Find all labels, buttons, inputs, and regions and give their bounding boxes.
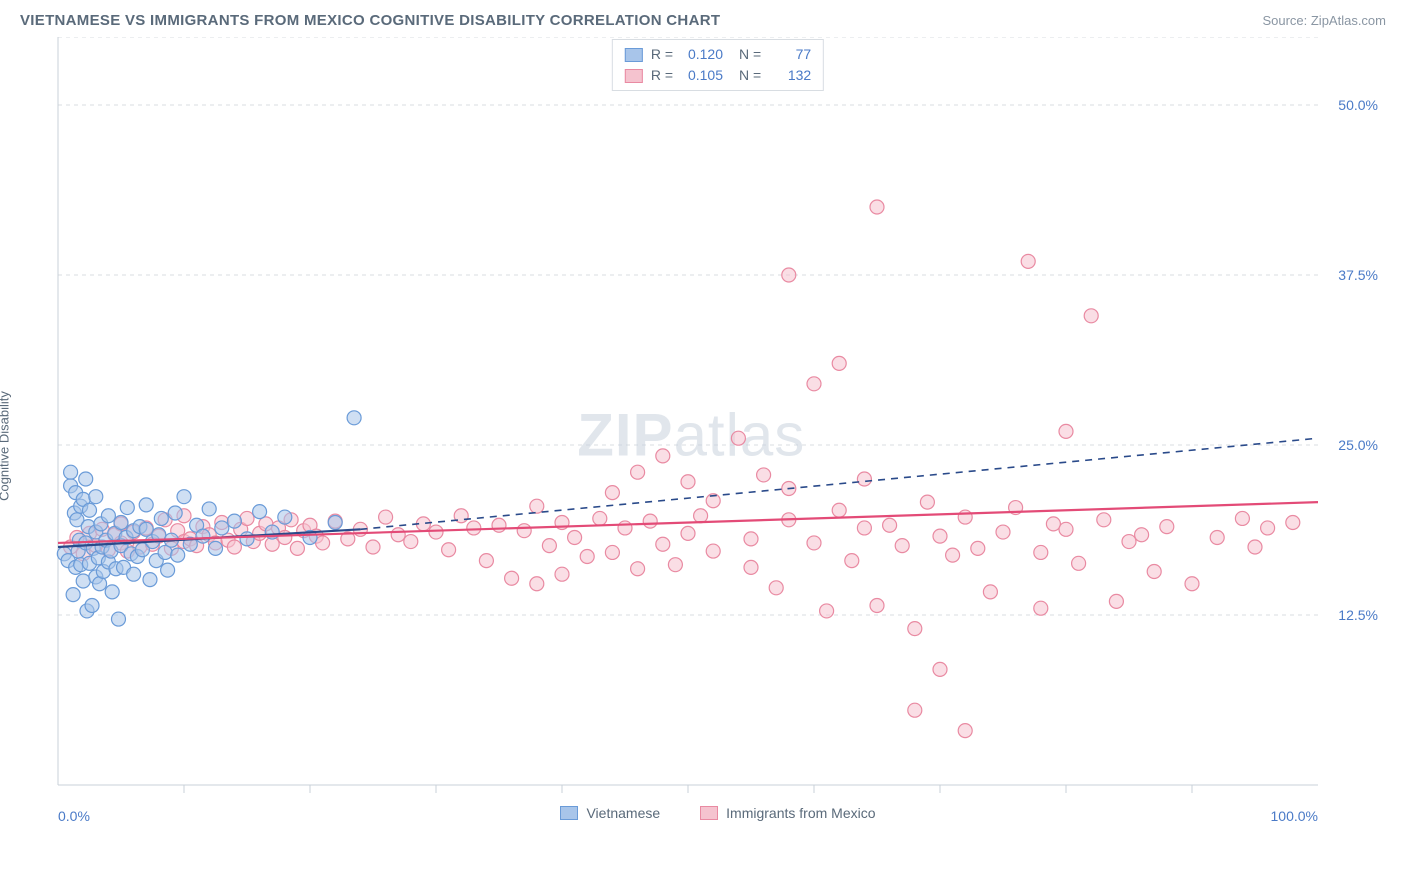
svg-text:50.0%: 50.0% xyxy=(1338,97,1378,113)
n-label: N = xyxy=(739,44,761,65)
chart-area: 12.5%25.0%37.5%50.0%0.0%100.0%ZIPatlas R… xyxy=(50,37,1386,827)
r-value-series2: 0.105 xyxy=(681,65,723,86)
svg-text:ZIPatlas: ZIPatlas xyxy=(577,402,805,469)
scatter-plot: 12.5%25.0%37.5%50.0%0.0%100.0%ZIPatlas xyxy=(50,37,1386,827)
svg-text:37.5%: 37.5% xyxy=(1338,267,1378,283)
n-value-series1: 77 xyxy=(769,44,811,65)
r-value-series1: 0.120 xyxy=(681,44,723,65)
stats-row-series2: R = 0.105 N = 132 xyxy=(625,65,811,86)
legend-label-series1: Vietnamese xyxy=(586,805,660,821)
n-value-series2: 132 xyxy=(769,65,811,86)
legend-label-series2: Immigrants from Mexico xyxy=(726,805,875,821)
legend-swatch-series2 xyxy=(700,806,718,820)
legend-swatch-series1 xyxy=(560,806,578,820)
chart-header: VIETNAMESE VS IMMIGRANTS FROM MEXICO COG… xyxy=(0,0,1406,37)
source-link[interactable]: ZipAtlas.com xyxy=(1311,13,1386,28)
chart-title: VIETNAMESE VS IMMIGRANTS FROM MEXICO COG… xyxy=(20,12,720,29)
stats-row-series1: R = 0.120 N = 77 xyxy=(625,44,811,65)
bottom-legend: Vietnamese Immigrants from Mexico xyxy=(50,805,1386,821)
legend-item-series2: Immigrants from Mexico xyxy=(700,805,875,821)
svg-text:25.0%: 25.0% xyxy=(1338,437,1378,453)
r-label: R = xyxy=(651,44,673,65)
correlation-stats-box: R = 0.120 N = 77 R = 0.105 N = 132 xyxy=(612,39,824,91)
swatch-series2 xyxy=(625,69,643,83)
y-axis-label: Cognitive Disability xyxy=(0,391,12,501)
source-label: Source: xyxy=(1262,13,1310,28)
svg-text:12.5%: 12.5% xyxy=(1338,607,1378,623)
source-attribution: Source: ZipAtlas.com xyxy=(1262,13,1386,28)
legend-item-series1: Vietnamese xyxy=(560,805,660,821)
n-label: N = xyxy=(739,65,761,86)
swatch-series1 xyxy=(625,48,643,62)
r-label: R = xyxy=(651,65,673,86)
